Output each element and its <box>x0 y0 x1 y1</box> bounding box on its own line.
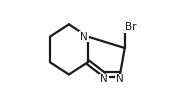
Text: N: N <box>100 74 108 84</box>
Text: Br: Br <box>125 22 136 32</box>
Text: N: N <box>116 74 124 84</box>
Text: N: N <box>80 32 88 42</box>
